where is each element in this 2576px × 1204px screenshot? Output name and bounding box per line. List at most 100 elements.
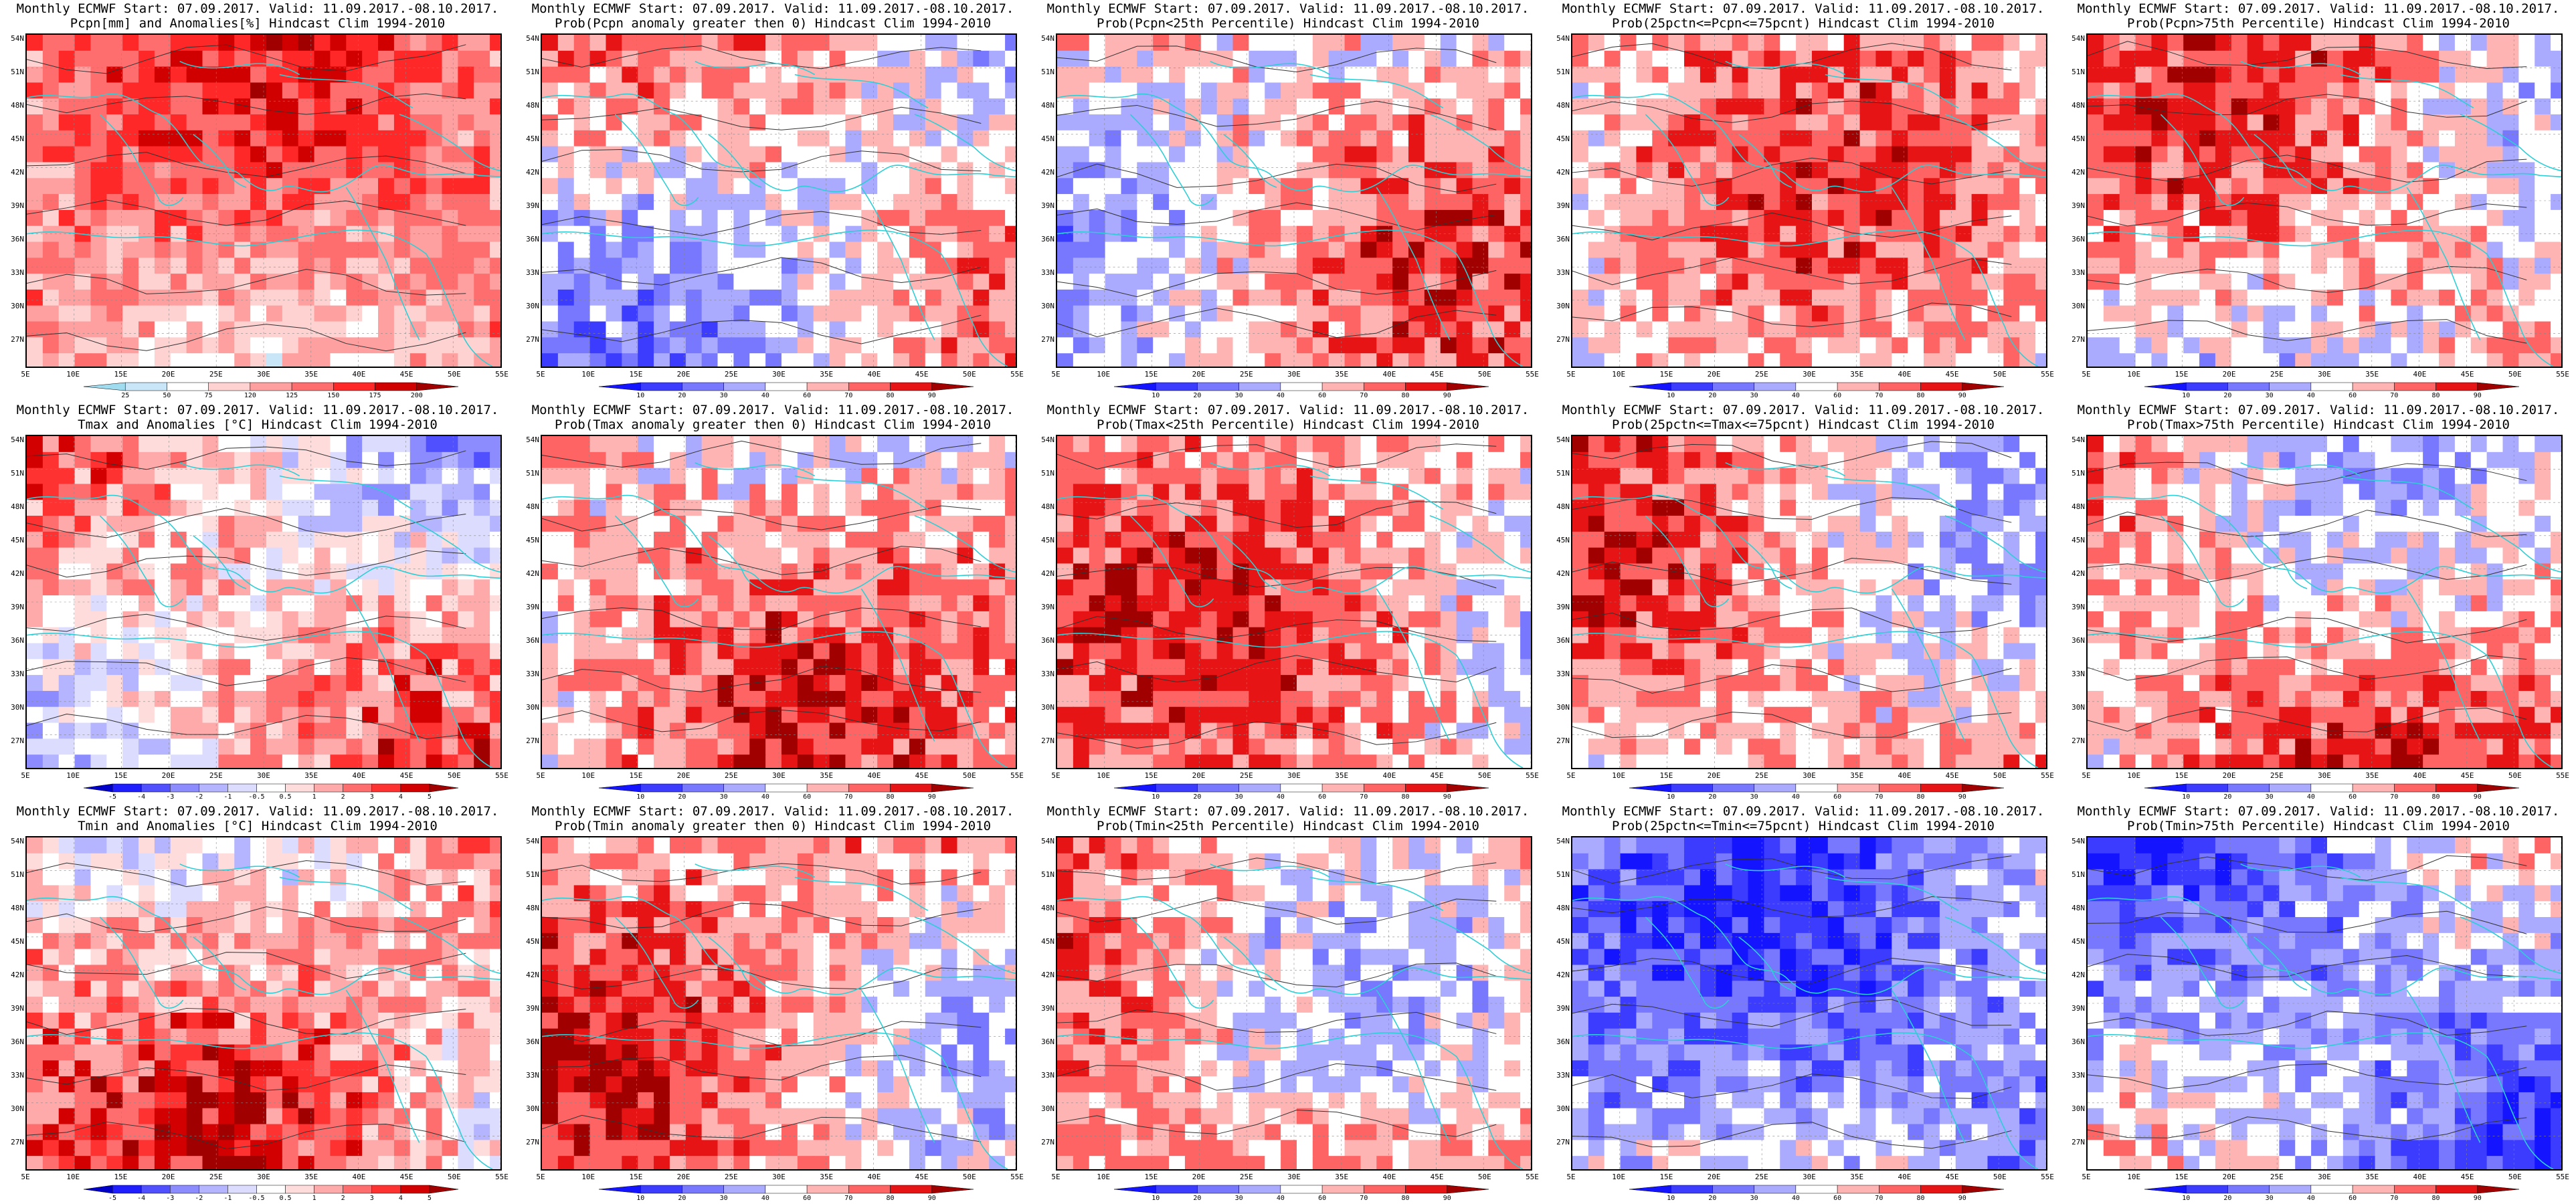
map-panel: Monthly ECMWF Start: 07.09.2017. Valid: … [1546, 401, 2061, 803]
colorbar-swatch [1197, 1185, 1239, 1194]
latitude-label: 42N [1556, 168, 1570, 177]
colorbar-label: 40 [1276, 793, 1285, 801]
colorbar [598, 1185, 974, 1194]
longitude-label: 10E [66, 370, 80, 379]
panel-title-line1: Monthly ECMWF Start: 07.09.2017. Valid: … [16, 403, 499, 417]
longitude-label: 35E [820, 1173, 834, 1181]
colorbar-label: 10 [636, 392, 645, 399]
map-panel: Monthly ECMWF Start: 07.09.2017. Valid: … [515, 803, 1030, 1204]
longitude-label: 25E [1239, 370, 1253, 379]
colorbar [2144, 1185, 2520, 1194]
colorbar-label: 10 [2182, 1195, 2191, 1202]
latitude-label: 27N [1556, 335, 1570, 344]
colorbar-swatch [285, 783, 314, 793]
colorbar-swatch [250, 382, 292, 391]
colorbar-swatch [640, 1185, 682, 1194]
colorbar-label: -4 [137, 1195, 146, 1202]
colorbar-label: 40 [2306, 793, 2315, 801]
longitude-label: 20E [2222, 771, 2236, 780]
longitude-label: 50E [447, 1173, 461, 1181]
map-panel: Monthly ECMWF Start: 07.09.2017. Valid: … [2061, 401, 2576, 803]
latitude-label: 33N [2072, 268, 2085, 277]
colorbar-label: 90 [1443, 1195, 1451, 1202]
colorbar-swatch [371, 783, 401, 793]
colorbar-label: 70 [844, 1195, 853, 1202]
latitude-label: 27N [526, 736, 539, 745]
longitude-label: 35E [1850, 1173, 1864, 1181]
longitude-label: 25E [209, 370, 223, 379]
latitude-label: 42N [526, 168, 539, 177]
longitude-label: 50E [2508, 1173, 2522, 1181]
latitude-label: 33N [1041, 268, 1054, 277]
colorbar-label: 60 [1833, 1195, 1842, 1202]
longitude-label: 45E [1430, 370, 1444, 379]
colorbar-swatch [806, 1185, 849, 1194]
colorbar-swatch [1197, 783, 1239, 793]
colorbar-swatch [1837, 1185, 1879, 1194]
colorbar-label: 80 [1401, 1195, 1410, 1202]
colorbar-swatch [208, 382, 251, 391]
latitude-label: 33N [526, 1071, 539, 1080]
colorbar-label: 30 [719, 1195, 728, 1202]
panel-title-line2: Prob(Pcpn>75th Percentile) Hindcast Clim… [2127, 16, 2510, 31]
colorbar-label: 25 [121, 392, 130, 399]
panel-title-line1: Monthly ECMWF Start: 07.09.2017. Valid: … [1046, 1, 1530, 16]
colorbar-label: 80 [886, 793, 895, 801]
colorbar-label: 1 [312, 1195, 316, 1202]
colorbar-label: 200 [410, 392, 423, 399]
longitude-label: 25E [1239, 771, 1253, 780]
colorbar-label: 60 [2349, 1195, 2357, 1202]
longitude-label: 30E [772, 1173, 786, 1181]
colorbar-swatch [2144, 783, 2187, 793]
longitude-label: 10E [581, 771, 595, 780]
longitude-label: 40E [2413, 771, 2427, 780]
colorbar-swatch [1113, 1185, 1156, 1194]
colorbar-swatch [2477, 382, 2520, 391]
latitude-label: 30N [526, 703, 539, 712]
colorbar-swatch [931, 1185, 974, 1194]
latitude-label: 51N [1041, 870, 1054, 879]
colorbar-label: 20 [1193, 1195, 1202, 1202]
colorbar-label: 90 [2473, 793, 2482, 801]
colorbar-swatch [2435, 382, 2478, 391]
latitude-label: 30N [526, 1104, 539, 1113]
latitude-label: 27N [526, 1138, 539, 1146]
latitude-label: 30N [11, 1104, 24, 1113]
latitude-label: 33N [11, 670, 24, 678]
latitude-label: 36N [526, 1037, 539, 1046]
longitude-label: 35E [304, 1173, 318, 1181]
colorbar-swatch [1321, 783, 1364, 793]
longitude-label: 5E [2082, 1173, 2091, 1181]
colorbar-label: 70 [1360, 392, 1368, 399]
colorbar-label: -0.5 [248, 1195, 265, 1202]
latitude-label: 51N [1556, 469, 1570, 478]
colorbar-label: 80 [886, 1195, 895, 1202]
colorbar-swatch [765, 1185, 808, 1194]
colorbar-label: 60 [1318, 793, 1327, 801]
longitude-label: 30E [257, 370, 270, 379]
colorbar-swatch [199, 783, 228, 793]
latitude-label: 30N [2072, 703, 2085, 712]
colorbar-swatch [416, 382, 459, 391]
longitude-label: 20E [676, 771, 691, 780]
colorbar-label: 90 [1443, 392, 1451, 399]
colorbar-swatch [1712, 1185, 1754, 1194]
longitude-label: 45E [915, 1173, 929, 1181]
colorbar-swatch [682, 382, 724, 391]
colorbar-swatch [375, 382, 418, 391]
colorbar-swatch [1364, 1185, 1406, 1194]
map-field [1571, 33, 2047, 368]
longitude-label: 40E [2413, 1173, 2427, 1181]
colorbar-label: 80 [2431, 392, 2440, 399]
map-field [541, 33, 1017, 368]
colorbar-swatch [2269, 783, 2312, 793]
colorbar-label: 40 [1791, 392, 1800, 399]
latitude-label: 42N [1041, 569, 1054, 578]
colorbar-swatch [2352, 1185, 2395, 1194]
longitude-label: 55E [2041, 1173, 2054, 1181]
colorbar-label: 90 [927, 793, 936, 801]
longitude-label: 15E [114, 771, 128, 780]
longitude-label: 25E [1239, 1173, 1253, 1181]
colorbar-swatch [1920, 783, 1963, 793]
latitude-label: 54N [2072, 34, 2085, 43]
